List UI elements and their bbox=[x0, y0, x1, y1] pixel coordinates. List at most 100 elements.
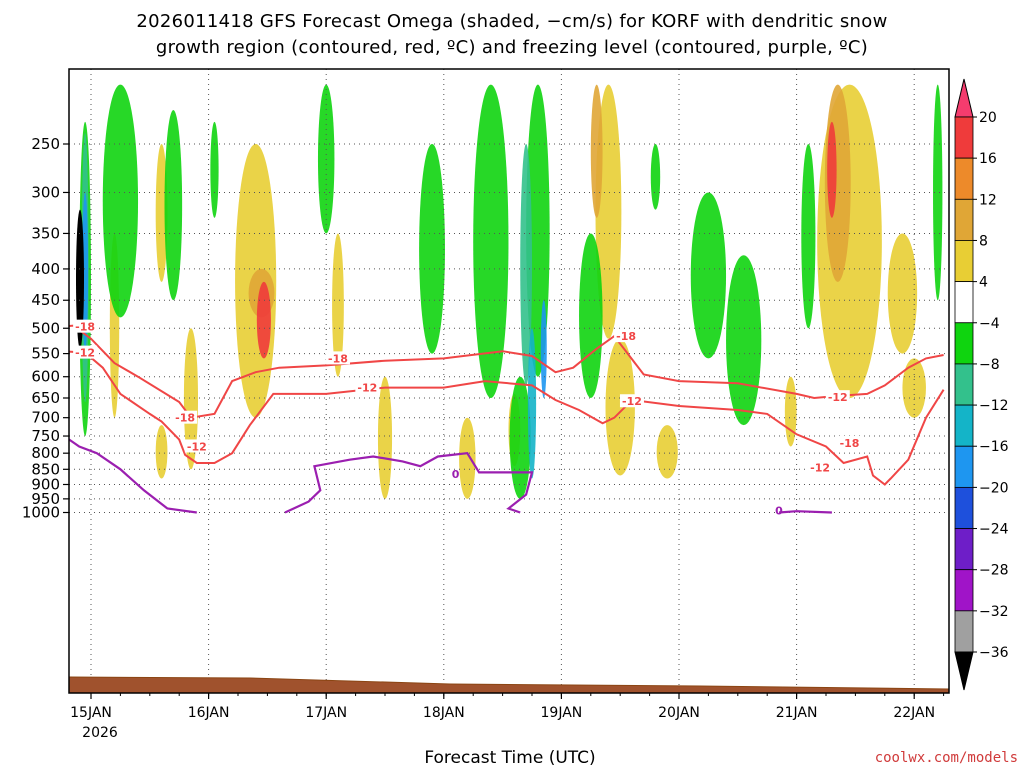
omega-shade-patch bbox=[210, 121, 219, 218]
contour-label-bg bbox=[73, 319, 98, 333]
credit-text: coolwx.com/models bbox=[875, 750, 1018, 766]
dgz-contour-label: -12 bbox=[75, 347, 95, 360]
contour-label-bg bbox=[184, 439, 209, 453]
y-tick-label: 750 bbox=[31, 427, 60, 445]
colorbar-label: 12 bbox=[979, 192, 997, 208]
x-tick-label: 20JAN bbox=[658, 705, 700, 721]
colorbar-bin bbox=[954, 404, 974, 447]
colorbar-top-arrow bbox=[954, 78, 974, 118]
colorbar-label: 4 bbox=[979, 275, 988, 291]
y-tick-label: 950 bbox=[31, 490, 60, 508]
contour-label-bg bbox=[614, 329, 639, 343]
omega-shade-patch bbox=[801, 144, 816, 329]
omega-shade-patch bbox=[183, 328, 199, 470]
colorbar-label: 20 bbox=[979, 110, 997, 126]
dgz-contour-label: -12 bbox=[357, 382, 377, 395]
chart-title: 2026011418 GFS Forecast Omega (shaded, −… bbox=[136, 11, 887, 32]
y-tick-label: 550 bbox=[31, 345, 60, 363]
dgz-contour-label: -12 bbox=[622, 395, 642, 408]
terrain-fill bbox=[69, 676, 949, 693]
y-tick-label: 300 bbox=[31, 183, 60, 201]
plot-frame bbox=[68, 68, 950, 694]
colorbar-bin bbox=[954, 157, 974, 200]
contour-label-bg bbox=[619, 394, 644, 408]
colorbar-bin bbox=[954, 198, 974, 241]
omega-shade-patch bbox=[933, 84, 943, 301]
dgz-minus12-contour bbox=[69, 350, 945, 486]
contour-label-bg bbox=[73, 345, 98, 359]
ground-terrain bbox=[69, 676, 949, 693]
colorbar-label: −24 bbox=[979, 522, 1009, 538]
y-tick-label: 650 bbox=[31, 389, 60, 407]
x-axis: 15JAN 16JAN 17JAN 18JAN 19JAN 20JAN 21JAN 22JAN bbox=[70, 693, 945, 721]
y-tick-label: 700 bbox=[31, 409, 60, 427]
colorbar-label: −8 bbox=[979, 357, 1000, 373]
dgz-contour-label: -18 bbox=[616, 330, 636, 343]
dgz-contour-label: -12 bbox=[828, 391, 848, 404]
omega-shade-patch bbox=[690, 192, 727, 359]
colorbar: 20 16 12 8 4 −4 −8 −12 −16 −20 −24 −28 −32 −36 bbox=[954, 78, 1009, 691]
colorbar-bin bbox=[954, 322, 974, 365]
omega-shading bbox=[76, 84, 943, 499]
freezing-contour bbox=[284, 452, 534, 514]
contour-lines: -18 -12 -18 -12 -18 -12 -18 -12 -12 -18 -12 0 0 bbox=[69, 319, 945, 517]
colorbar-label: −28 bbox=[979, 563, 1009, 579]
y-tick-label: 450 bbox=[31, 291, 60, 309]
omega-shade-patch bbox=[419, 144, 445, 354]
colorbar-label: −16 bbox=[979, 439, 1009, 455]
y-tick-label: 800 bbox=[31, 444, 60, 462]
colorbar-label: −4 bbox=[979, 316, 1000, 332]
colorbar-label: 8 bbox=[979, 233, 988, 249]
omega-shade-patch bbox=[887, 233, 918, 354]
omega-shade-patch bbox=[579, 233, 603, 398]
y-axis: 2503003504004505005506006507007508008509… bbox=[22, 135, 69, 522]
y-tick-label: 400 bbox=[31, 260, 60, 278]
omega-shade-patch bbox=[902, 358, 926, 418]
freezing-contour bbox=[69, 438, 197, 514]
omega-shade-patch bbox=[377, 376, 393, 499]
chart-subtitle: growth region (contoured, red, ºC) and f… bbox=[156, 37, 868, 58]
colorbar-label: −36 bbox=[979, 645, 1009, 661]
x-tick-label: 16JAN bbox=[188, 705, 230, 721]
colorbar-bin bbox=[954, 363, 974, 406]
x-tick-label: 18JAN bbox=[423, 705, 465, 721]
omega-shade-patch bbox=[76, 209, 84, 349]
colorbar-bin bbox=[954, 486, 974, 529]
freezing-contour bbox=[778, 510, 832, 514]
colorbar-bin bbox=[954, 569, 974, 612]
dgz-contour-label: -12 bbox=[810, 462, 830, 475]
x-tick-label: 15JAN bbox=[70, 705, 112, 721]
omega-shade-patch bbox=[82, 192, 89, 349]
y-tick-label: 350 bbox=[31, 224, 60, 242]
freezing-contour-label: 0 bbox=[452, 468, 460, 481]
omega-shade-patch bbox=[726, 255, 762, 426]
contour-label-bg bbox=[355, 380, 380, 394]
y-tick-label: 600 bbox=[31, 368, 60, 386]
omega-shade-patch bbox=[590, 84, 603, 218]
x-year-label: 2026 bbox=[82, 725, 118, 741]
omega-shade-patch bbox=[459, 417, 476, 499]
colorbar-label: 16 bbox=[979, 151, 997, 167]
plot-area bbox=[69, 69, 949, 693]
dgz-contour-label: -18 bbox=[175, 412, 195, 425]
freezing-contour-label: 0 bbox=[775, 504, 783, 517]
omega-shade-patch bbox=[256, 281, 271, 359]
colorbar-bin bbox=[954, 445, 974, 488]
contour-label-bg bbox=[837, 436, 862, 450]
omega-shade-patch bbox=[155, 425, 168, 479]
colorbar-bin bbox=[954, 610, 974, 653]
omega-shade-patch bbox=[164, 110, 183, 301]
y-tick-label: 500 bbox=[31, 319, 60, 337]
colorbar-bin bbox=[954, 240, 974, 283]
y-tick-label: 900 bbox=[31, 475, 60, 493]
omega-shade-patch bbox=[656, 425, 678, 479]
dgz-contour-label: -18 bbox=[328, 352, 348, 365]
x-tick-label: 21JAN bbox=[776, 705, 818, 721]
omega-shade-patch bbox=[509, 376, 531, 499]
contour-label-bg bbox=[808, 460, 833, 474]
dgz-contour-label: -18 bbox=[75, 321, 95, 334]
y-tick-label: 1000 bbox=[22, 504, 60, 522]
grid-lines bbox=[69, 69, 949, 693]
contour-label-bg bbox=[825, 390, 850, 404]
